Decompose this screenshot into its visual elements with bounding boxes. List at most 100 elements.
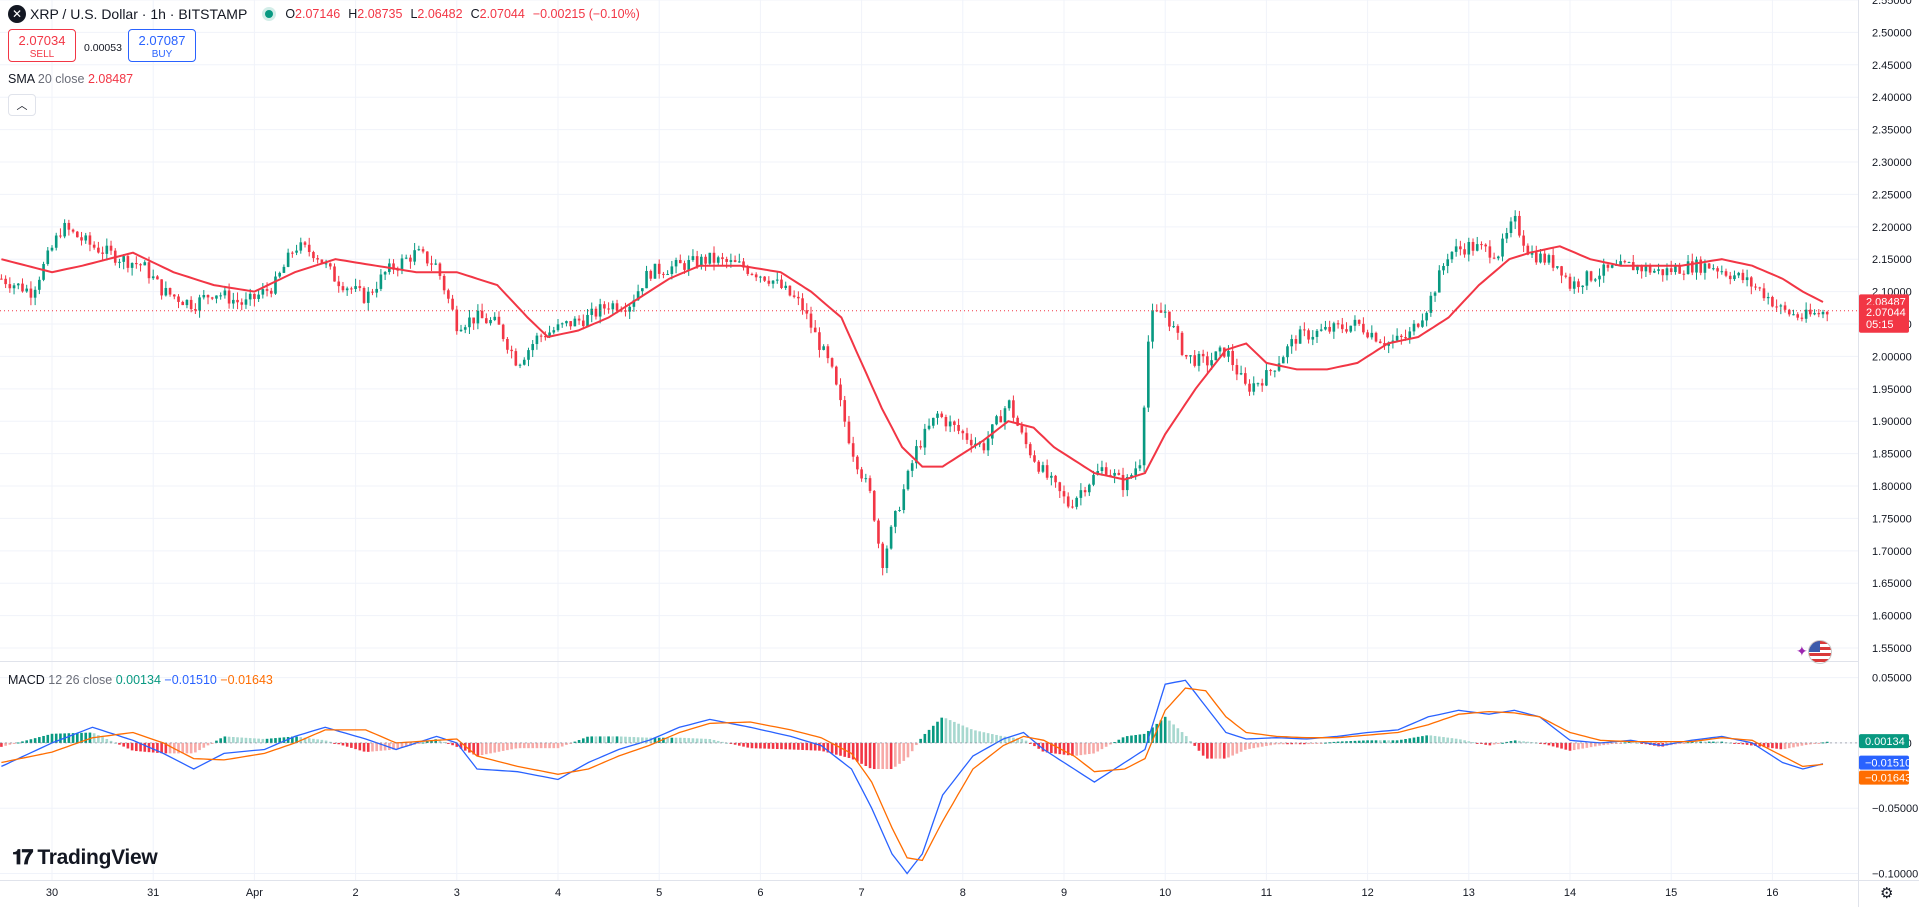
buy-button[interactable]: 2.07087 BUY <box>128 29 196 62</box>
macd-hist-bar <box>1488 742 1492 746</box>
macd-hist-bar <box>1678 742 1681 744</box>
macd-hist-bar <box>1631 742 1635 744</box>
time-tick-label: 14 <box>1564 887 1576 899</box>
macd-hist-bar <box>1606 742 1610 745</box>
macd-value-badge <box>1859 770 1909 785</box>
candle-body <box>506 338 509 350</box>
candle-body <box>1762 288 1766 299</box>
candle-body <box>1066 496 1070 507</box>
macd-hist-bar <box>1547 742 1551 746</box>
candle-body <box>649 270 653 279</box>
symbol-title[interactable]: XRP / U.S. Dollar · 1h · BITSTAMP <box>30 6 248 22</box>
macd-hist-bar <box>628 736 631 743</box>
sell-button[interactable]: 2.07034 SELL <box>8 29 76 62</box>
candle-body <box>1012 400 1015 418</box>
macd-hist-bar <box>101 737 104 743</box>
macd-hist-bar <box>615 736 619 743</box>
macd-hist-bar <box>118 742 121 745</box>
candle-body <box>775 279 779 281</box>
candle-body <box>1104 467 1108 475</box>
macd-hist-bar <box>548 742 551 749</box>
macd-hist-bar <box>1509 741 1513 743</box>
macd-hist-bar <box>307 738 311 743</box>
candle-body <box>219 295 222 297</box>
tradingview-logo[interactable]: 𝟏𝟕 TradingView <box>12 846 158 870</box>
macd-hist-bar <box>818 742 821 751</box>
price-tick-label: 2.40000 <box>1872 92 1912 104</box>
candle-body <box>126 256 130 268</box>
time-tick-label: 31 <box>147 887 159 899</box>
sma-legend[interactable]: SMA 20 close 2.08487 <box>8 72 133 86</box>
us-flag-icon[interactable] <box>1808 640 1832 664</box>
candle-body <box>489 319 492 324</box>
macd-hist-bar <box>662 737 665 743</box>
macd-hist-bar <box>1623 742 1627 744</box>
macd-hist-bar <box>1775 742 1778 749</box>
candle-body <box>894 510 897 527</box>
macd-hist-bar <box>885 742 889 770</box>
open-value: 2.07146 <box>295 7 341 21</box>
candle-body <box>1332 323 1336 332</box>
macd-hist-bar <box>160 742 163 754</box>
candle-body <box>560 323 564 325</box>
macd-hist-bar <box>1201 742 1205 756</box>
candle-body <box>1817 313 1821 315</box>
macd-hist-bar <box>227 736 231 743</box>
last-price-badge <box>1859 304 1909 333</box>
macd-hist-bar <box>345 742 349 747</box>
candle-body <box>712 252 716 263</box>
sparkle-icon[interactable]: ✦ <box>1796 643 1808 659</box>
macd-hist-bar <box>624 736 627 743</box>
macd-hist-bar <box>788 742 792 750</box>
macd-hist-bar <box>1328 742 1331 744</box>
candle-body <box>1598 275 1601 280</box>
macd-hist-bar <box>1421 736 1424 743</box>
macd-hist-bar <box>122 742 125 747</box>
collapse-legend-button[interactable]: ︿ <box>8 94 36 116</box>
macd-hist-bar <box>1551 742 1555 747</box>
macd-hist-bar <box>944 718 948 743</box>
macd-hist-bar <box>1303 742 1306 745</box>
macd-hist-bar <box>910 742 914 752</box>
settings-gear-icon[interactable]: ⚙ <box>1880 885 1894 902</box>
candle-body <box>312 252 315 259</box>
macd-hist-bar <box>1307 742 1310 745</box>
macd-legend[interactable]: MACD 12 26 close 0.00134 −0.01510 −0.016… <box>8 673 273 687</box>
macd-hist-bar <box>1530 742 1534 744</box>
candle-body <box>1269 370 1272 372</box>
candle-body <box>830 358 834 367</box>
candle-body <box>733 260 737 262</box>
candle-body <box>662 273 665 275</box>
candle-body <box>1488 246 1492 258</box>
candle-body <box>670 266 674 275</box>
macd-hist-bar <box>1695 741 1698 743</box>
candle-body <box>1383 343 1386 346</box>
candle-body <box>1707 263 1711 269</box>
candle-body <box>236 299 239 303</box>
candle-body <box>328 263 332 267</box>
candle-body <box>409 257 412 262</box>
candle-body <box>603 304 606 309</box>
candle-body <box>1779 305 1783 307</box>
candle-body <box>1787 309 1791 315</box>
candle-body <box>881 543 884 568</box>
candle-body <box>366 291 370 303</box>
macd-hist-bar <box>156 742 159 753</box>
macd-hist-bar <box>493 742 497 753</box>
candle-body <box>1235 365 1239 375</box>
candle-body <box>1387 342 1390 346</box>
macd-hist-bar <box>510 742 513 750</box>
candle-body <box>1075 497 1078 507</box>
macd-name: MACD <box>8 673 45 687</box>
macd-hist-bar <box>1412 737 1416 743</box>
candle-body <box>1640 265 1643 272</box>
candle-body <box>1665 268 1669 276</box>
macd-hist-bar <box>1433 735 1437 743</box>
macd-hist-bar <box>1733 742 1736 744</box>
candle-body <box>1201 353 1205 357</box>
macd-hist-bar <box>1513 740 1517 743</box>
macd-hist-bar <box>42 735 45 743</box>
macd-hist-bar <box>434 739 438 743</box>
macd-hist-bar <box>12 742 16 744</box>
